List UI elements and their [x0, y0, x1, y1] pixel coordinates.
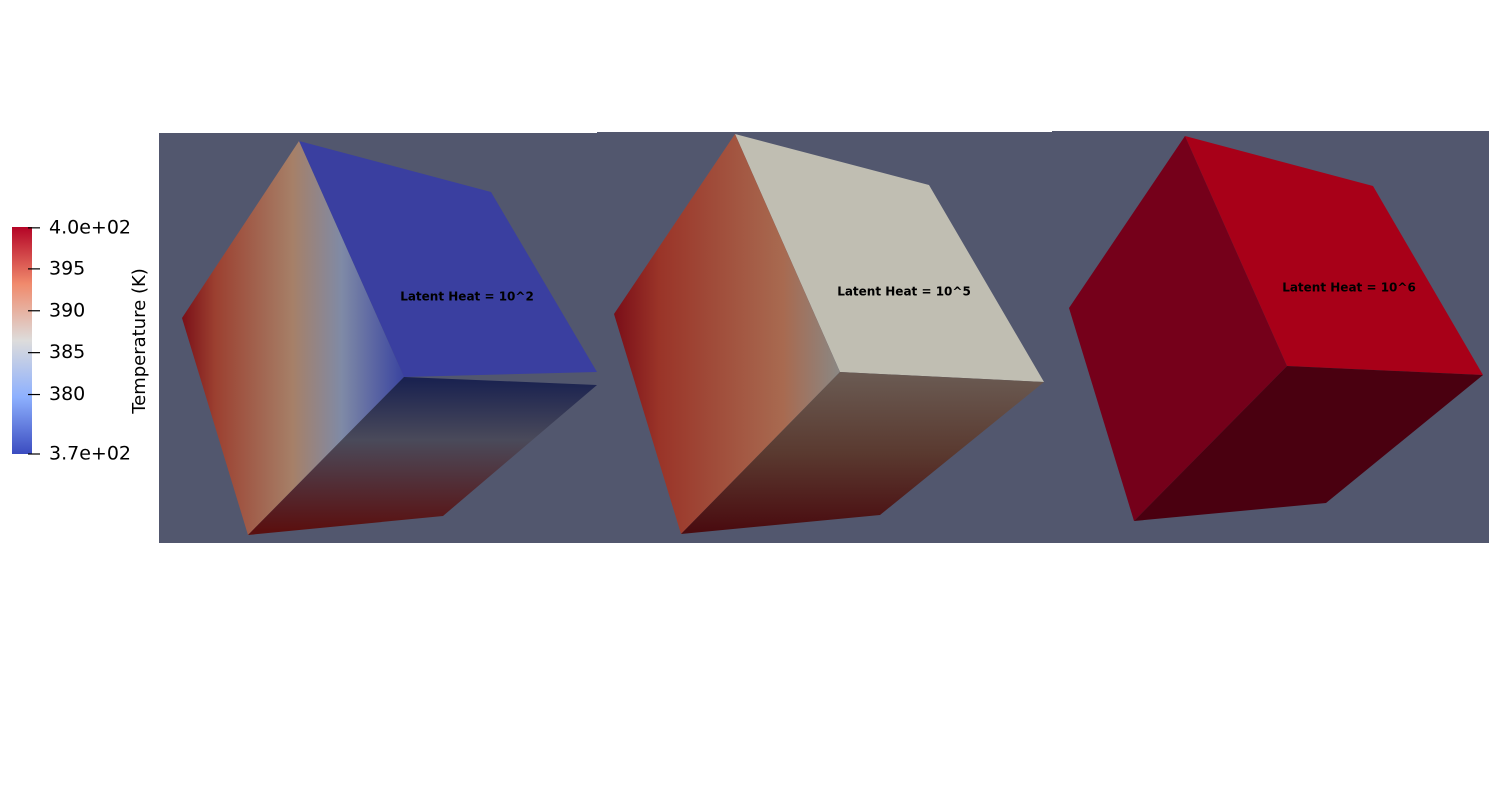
panel: Latent Heat = 10^6: [1052, 131, 1489, 543]
cube-face: [614, 134, 840, 534]
panel: Latent Heat = 10^5: [597, 132, 1052, 543]
cube-face: [182, 141, 404, 535]
tick-label: 380: [49, 383, 85, 405]
tick-label: 395: [49, 257, 85, 279]
cube-face: [681, 372, 1044, 534]
tick-label: 385: [49, 341, 85, 363]
panel-label: Latent Heat = 10^5: [837, 285, 971, 299]
tick-label: 4.0e+02: [49, 216, 131, 238]
tick-label: 390: [49, 299, 85, 321]
cube-face: [1134, 366, 1483, 521]
panel-label: Latent Heat = 10^6: [1282, 281, 1416, 295]
cube-face: [1185, 136, 1483, 375]
legend-ticks: 4.0e+02 395 390 385 380 3.7e+02: [28, 216, 131, 465]
cube-face: [248, 377, 597, 535]
legend-title: Temperature (K): [129, 268, 150, 415]
legend: Temperature (K) 4.0e+02 395 390 385 380 3.7e+…: [0, 201, 159, 474]
panel-label: Latent Heat = 10^2: [400, 290, 534, 304]
colorbar: [12, 227, 32, 454]
cube-face: [1069, 136, 1287, 521]
cube-face: [735, 134, 1044, 382]
panel: Latent Heat = 10^2: [159, 133, 604, 543]
tick-label: 3.7e+02: [49, 443, 131, 465]
cube-face: [299, 141, 597, 377]
